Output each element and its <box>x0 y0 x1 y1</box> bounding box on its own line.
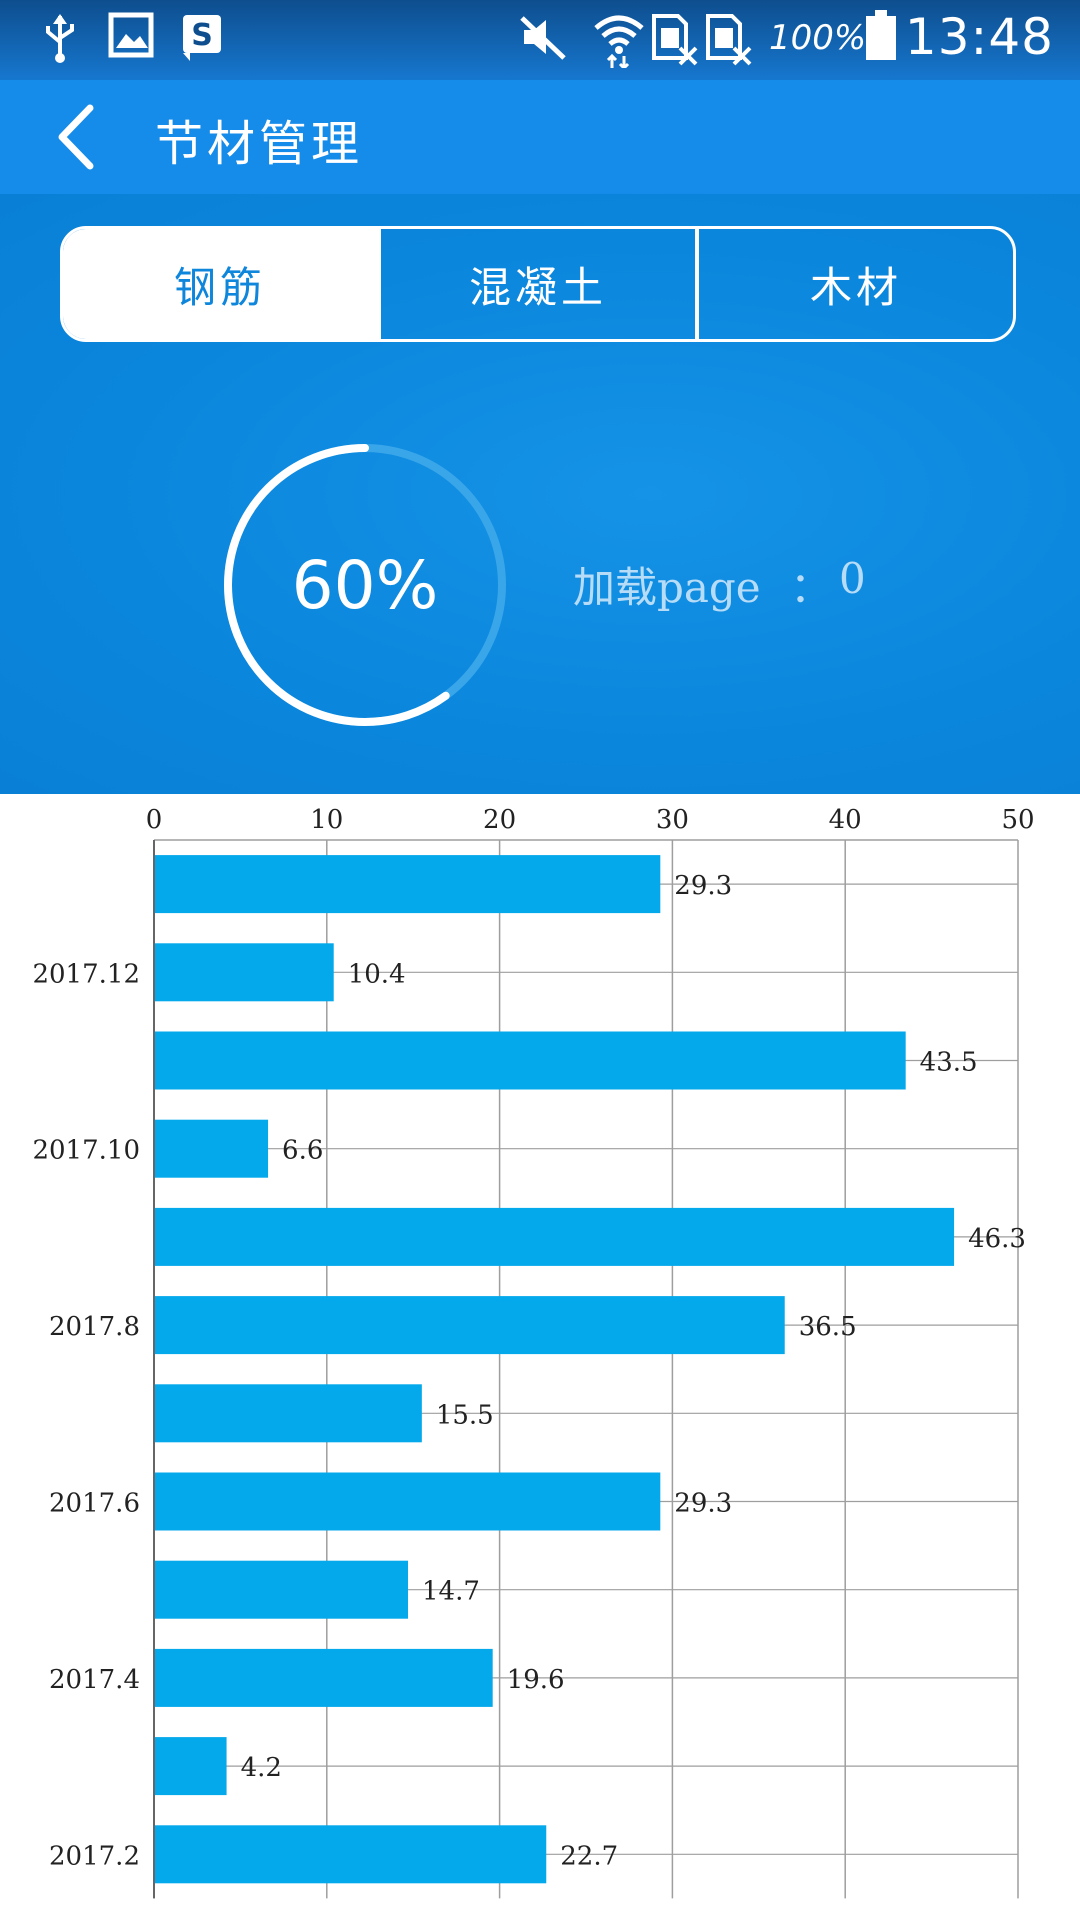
y-tick-label: 2017.6 <box>49 1489 140 1519</box>
usb-icon <box>40 12 80 68</box>
bar <box>154 1648 493 1707</box>
bar <box>154 1119 269 1178</box>
svg-text:S: S <box>191 18 213 53</box>
tab-concrete[interactable]: 混凝土 <box>377 229 695 339</box>
clock: 13:48 <box>904 8 1054 66</box>
load-page-separator: ： <box>790 563 833 612</box>
bar-value-label: 19.6 <box>507 1665 565 1695</box>
bar-value-label: 15.5 <box>436 1400 494 1430</box>
tab-steel[interactable]: 钢筋 <box>63 229 377 339</box>
bar <box>154 1384 422 1443</box>
y-tick-label: 2017.8 <box>49 1312 140 1342</box>
bar <box>154 1560 409 1619</box>
x-tick-label: 20 <box>483 805 516 835</box>
bar-value-label: 29.3 <box>674 1489 732 1519</box>
x-tick-label: 30 <box>656 805 689 835</box>
battery-icon <box>864 10 898 66</box>
wifi-icon <box>592 12 646 72</box>
summary-panel: 钢筋 混凝土 木材 60% 加载page ： 0 <box>0 194 1080 794</box>
bar <box>154 943 334 1002</box>
bar-value-label: 29.3 <box>674 871 732 901</box>
y-tick-label: 2017.10 <box>32 1136 140 1166</box>
image-icon <box>108 12 154 62</box>
chevron-left-icon <box>58 104 94 170</box>
y-tick-label: 2017.12 <box>32 959 140 989</box>
tab-wood[interactable]: 木材 <box>695 229 1013 339</box>
load-page-value: 0 <box>839 554 866 603</box>
load-page-label: 加载page <box>573 563 761 612</box>
x-tick-label: 50 <box>1001 805 1034 835</box>
bar-value-label: 46.3 <box>968 1224 1026 1254</box>
s-app-icon: S <box>180 12 226 66</box>
x-tick-label: 0 <box>146 805 163 835</box>
bar <box>154 1296 785 1355</box>
progress-ring <box>224 444 506 726</box>
bar <box>154 1031 906 1090</box>
y-tick-label: 2017.4 <box>49 1665 140 1695</box>
bar-value-label: 14.7 <box>422 1577 480 1607</box>
y-tick-label: 2017.2 <box>49 1841 140 1871</box>
bar-value-label: 36.5 <box>799 1312 857 1342</box>
bar-value-label: 4.2 <box>241 1753 282 1783</box>
bar <box>154 1825 547 1884</box>
sim-off-icon <box>650 12 698 70</box>
bar-value-label: 43.5 <box>920 1048 978 1078</box>
x-tick-label: 10 <box>310 805 343 835</box>
material-tabs: 钢筋 混凝土 木材 <box>60 226 1016 342</box>
bar <box>154 1737 227 1796</box>
bar <box>154 1207 955 1266</box>
page-title: 节材管理 <box>155 116 364 172</box>
bar-value-label: 22.7 <box>560 1841 618 1871</box>
bar <box>154 855 661 914</box>
bar-value-label: 6.6 <box>282 1136 323 1166</box>
app-bar: 节材管理 <box>0 80 1080 194</box>
mute-icon <box>518 12 568 66</box>
bar <box>154 1472 661 1531</box>
bar-value-label: 10.4 <box>348 959 406 989</box>
x-tick-label: 40 <box>829 805 862 835</box>
status-bar: S 100% <box>0 0 1080 80</box>
battery-percent: 100% <box>769 18 867 58</box>
progress-percent: 60% <box>291 546 439 624</box>
back-button[interactable] <box>46 102 106 172</box>
bar-chart: 0 10 20 30 40 50 29.3 10.4 2017.12 43.5 6.6 2017.10… <box>32 805 1035 1899</box>
sim-off-icon <box>704 12 752 70</box>
